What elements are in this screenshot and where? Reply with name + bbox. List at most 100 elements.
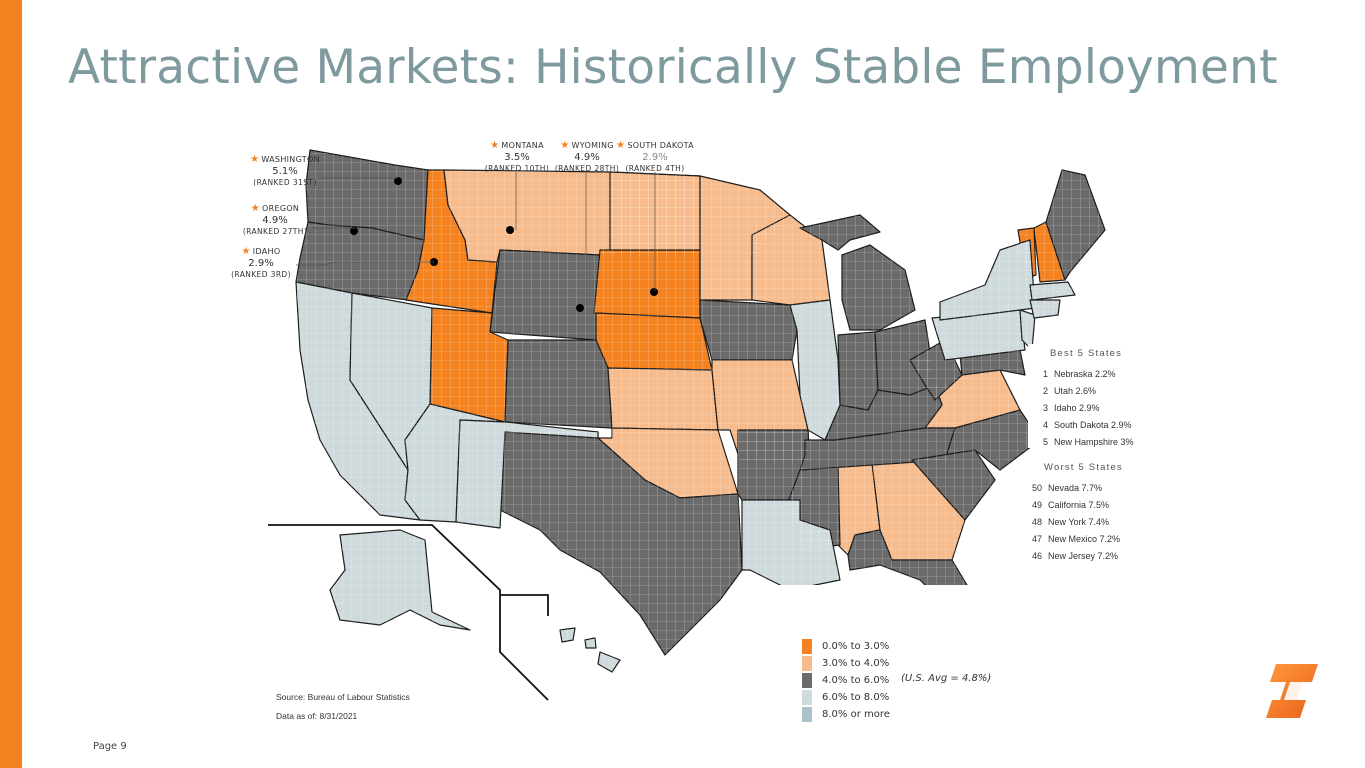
county-overlay-nh bbox=[1034, 222, 1065, 282]
legend-item: 3.0% to 4.0% bbox=[802, 656, 889, 671]
callout-state: WYOMING bbox=[571, 141, 614, 150]
callout-rate: 4.9% bbox=[262, 215, 288, 226]
star-icon: ★ bbox=[241, 246, 251, 257]
source-text: Source: Bureau of Labour Statistics bbox=[276, 692, 410, 702]
county-overlay-ga bbox=[872, 460, 965, 560]
legend-swatch bbox=[802, 707, 812, 722]
list-item: 4 South Dakota 2.9% bbox=[1042, 419, 1132, 430]
callout-rate: 2.9% bbox=[642, 152, 668, 163]
best-5-title: Best 5 States bbox=[1050, 348, 1123, 359]
county-overlay-la bbox=[742, 500, 840, 590]
callout-dot bbox=[650, 288, 658, 296]
county-overlay-nm bbox=[456, 420, 598, 528]
callout-state: OREGON bbox=[262, 204, 300, 213]
data-date: Data as of: 8/31/2021 bbox=[276, 711, 358, 721]
star-icon: ★ bbox=[490, 140, 500, 151]
callout-rank: (RANKED 31ST) bbox=[253, 178, 317, 187]
legend-swatch bbox=[802, 639, 812, 654]
callout-idaho: ★ IDAHO 2.9% (RANKED 3RD) bbox=[226, 246, 296, 279]
county-overlay-me bbox=[1046, 170, 1105, 280]
list-item: 1 Nebraska 2.2% bbox=[1042, 368, 1116, 379]
county-overlay-nj bbox=[1020, 310, 1035, 350]
callout-dot bbox=[394, 177, 402, 185]
legend-swatch bbox=[802, 690, 812, 705]
callout-rank: (RANKED 4TH) bbox=[625, 164, 685, 173]
county-overlay-ct bbox=[1030, 300, 1060, 318]
best-5-list: Best 5 States 1 Nebraska 2.2% 2 Utah 2.6% … bbox=[1028, 344, 1152, 448]
county-overlay-al bbox=[838, 463, 880, 555]
star-icon: ★ bbox=[250, 203, 261, 214]
county-overlay-id bbox=[406, 170, 497, 313]
star-icon: ★ bbox=[250, 154, 260, 165]
legend-swatch bbox=[802, 673, 812, 688]
county-overlay-wy bbox=[490, 250, 600, 340]
page-title: Attractive Markets: Historically Stable … bbox=[68, 40, 1278, 95]
county-overlay-il bbox=[790, 300, 840, 440]
county-overlay-mn bbox=[700, 176, 790, 300]
callout-rate: 5.1% bbox=[272, 166, 298, 177]
callout-montana: ★ MONTANA 3.5% (RANKED 10TH) bbox=[480, 140, 554, 173]
legend-item: 4.0% to 6.0% bbox=[802, 673, 889, 688]
worst-5-title: Worst 5 States bbox=[1044, 462, 1123, 473]
county-overlay-ia bbox=[700, 300, 797, 360]
callout-state: SOUTH DAKOTA bbox=[627, 141, 694, 150]
callout-dot bbox=[506, 226, 514, 234]
callout-dot bbox=[350, 227, 358, 235]
county-overlay-ar bbox=[738, 430, 810, 500]
accent-bar bbox=[0, 0, 22, 768]
county-overlay-az bbox=[405, 404, 505, 522]
list-item: 48 New York 7.4% bbox=[1031, 516, 1110, 527]
county-overlay-ak bbox=[330, 530, 470, 630]
callout-rank: (RANKED 10TH) bbox=[484, 164, 550, 173]
map-legend: 0.0% to 3.0% 3.0% to 4.0% 4.0% to 6.0% 6… bbox=[736, 585, 998, 728]
callout-washington: ★ WASHINGTON 5.1% (RANKED 31ST) bbox=[248, 154, 322, 187]
legend-item: 8.0% or more bbox=[802, 707, 890, 722]
county-overlay-fl bbox=[848, 530, 990, 652]
county-overlay-ut bbox=[430, 308, 508, 422]
county-overlay-sc bbox=[912, 450, 995, 520]
county-overlay-or bbox=[296, 222, 424, 300]
callout-rank: (RANKED 28TH) bbox=[554, 164, 620, 173]
callout-rank: (RANKED 3RD) bbox=[231, 270, 291, 279]
county-overlay-ok bbox=[598, 428, 738, 498]
legend-item: 0.0% to 3.0% bbox=[802, 639, 889, 654]
list-item: 2 Utah 2.6% bbox=[1042, 385, 1097, 396]
star-icon: ★ bbox=[616, 140, 626, 151]
county-overlay-in bbox=[838, 332, 878, 410]
county-overlay-nv bbox=[350, 293, 432, 470]
page-number: Page 9 bbox=[93, 741, 127, 752]
us-average-note: (U.S. Avg = 4.8%) bbox=[901, 673, 992, 684]
list-item: 49 California 7.5% bbox=[1031, 499, 1110, 510]
county-overlay-pa bbox=[932, 310, 1025, 360]
callout-rate: 2.9% bbox=[248, 258, 274, 269]
star-icon: ★ bbox=[560, 140, 570, 151]
callout-rank: (RANKED 27TH) bbox=[242, 227, 308, 236]
callout-state: MONTANA bbox=[501, 141, 544, 150]
callout-rate: 4.9% bbox=[574, 152, 600, 163]
list-item: 46 New Jersey 7.2% bbox=[1031, 550, 1119, 561]
county-overlay-ks bbox=[608, 368, 718, 430]
county-overlay-ne bbox=[596, 313, 712, 370]
county-overlay-hi bbox=[560, 628, 620, 672]
legend-swatch bbox=[802, 656, 812, 671]
callout-state: IDAHO bbox=[252, 247, 281, 256]
list-item: 50 Nevada 7.7% bbox=[1031, 482, 1103, 493]
callout-state: WASHINGTON bbox=[261, 155, 320, 164]
legend-item: 6.0% to 8.0% bbox=[802, 690, 889, 705]
county-overlay-ma bbox=[1030, 282, 1075, 300]
county-overlay-ny bbox=[940, 240, 1035, 320]
county-overlay-sd bbox=[594, 250, 700, 318]
callout-oregon: ★ OREGON 4.9% (RANKED 27TH) bbox=[238, 203, 312, 236]
callout-rate: 3.5% bbox=[504, 152, 530, 163]
county-overlay-wi bbox=[752, 215, 830, 305]
list-item: 3 Idaho 2.9% bbox=[1042, 402, 1100, 413]
county-overlay-nc bbox=[945, 410, 1040, 470]
worst-5-list: Worst 5 States 50 Nevada 7.7% 49 Californi… bbox=[1022, 458, 1152, 562]
county-overlay-ky bbox=[825, 385, 942, 440]
county-overlay-mi bbox=[800, 215, 915, 330]
callout-dot bbox=[576, 304, 584, 312]
county-overlay-md bbox=[960, 350, 1025, 375]
county-overlay-ca bbox=[296, 282, 420, 520]
list-item: 47 New Mexico 7.2% bbox=[1031, 533, 1121, 544]
